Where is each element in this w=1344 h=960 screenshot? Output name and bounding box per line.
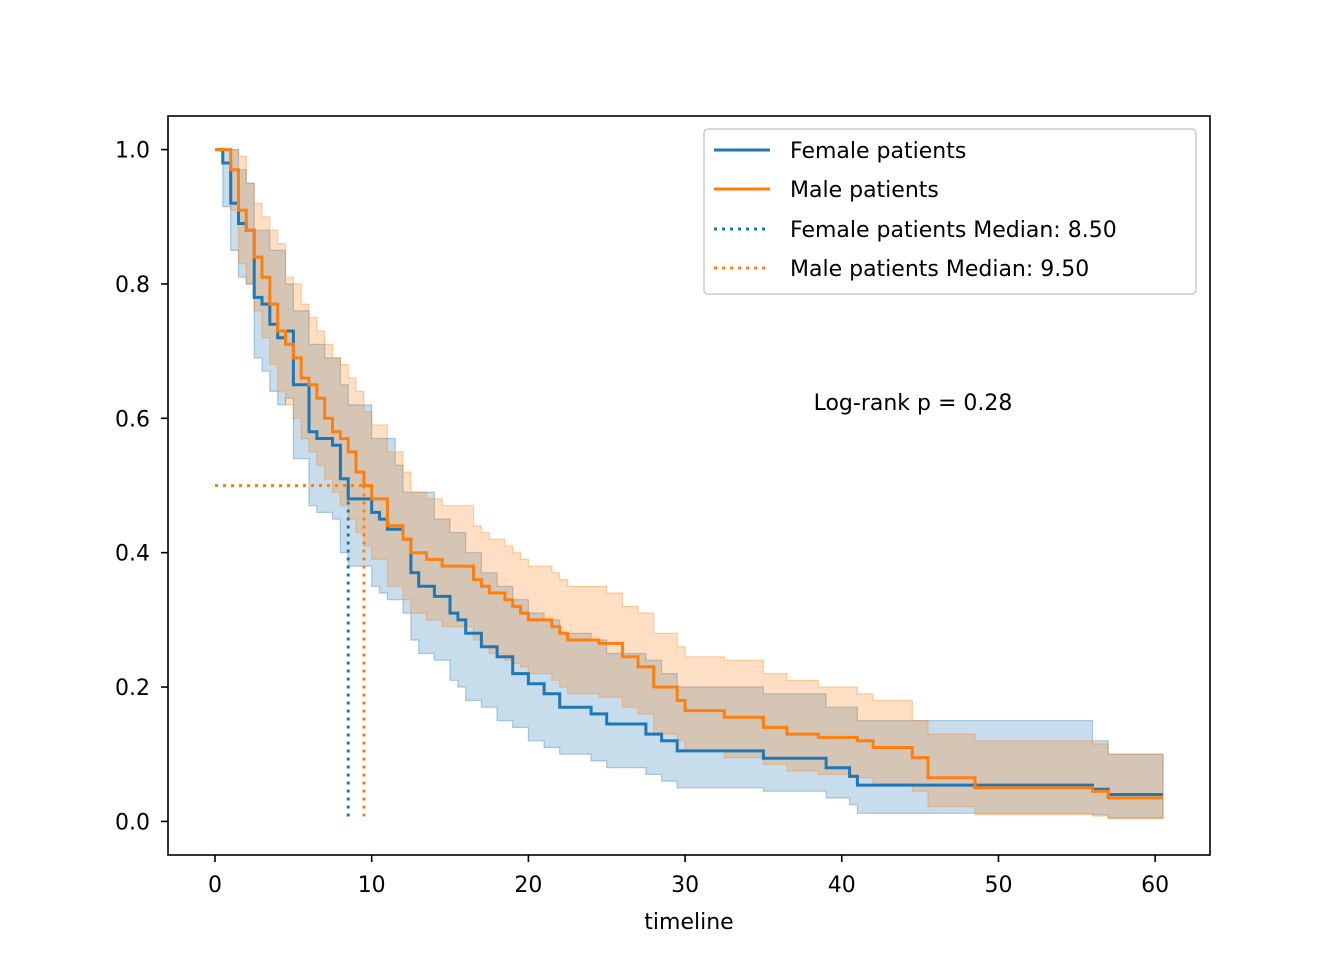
survival-curves <box>215 148 1163 800</box>
x-axis-label: timeline <box>644 910 733 935</box>
ci-band-male-patients <box>215 149 1164 820</box>
legend-entry-male-median: Male patients Median: 9.50 <box>790 257 1089 282</box>
x-tick-label: 50 <box>984 873 1012 898</box>
legend: Female patients Male patients Female pat… <box>703 128 1197 295</box>
y-tick-label: 0.8 <box>115 273 150 298</box>
survival-line-female-patients <box>215 148 1163 796</box>
x-tick-label: 30 <box>671 873 699 898</box>
ci-band-female-patients <box>215 149 1164 819</box>
x-axis-ticks: 0 10 20 30 40 50 60 <box>208 855 1169 898</box>
survival-line-male-patients <box>215 148 1163 800</box>
y-tick-label: 0.2 <box>115 676 150 701</box>
legend-box <box>703 128 1197 295</box>
x-tick-label: 20 <box>514 873 542 898</box>
x-tick-label: 40 <box>828 873 856 898</box>
y-tick-label: 0.0 <box>115 810 150 835</box>
legend-entry-male: Male patients <box>790 178 939 203</box>
y-tick-label: 0.6 <box>115 407 150 432</box>
y-tick-label: 1.0 <box>115 139 150 164</box>
legend-entry-female-median: Female patients Median: 8.50 <box>790 218 1117 243</box>
legend-entry-female: Female patients <box>790 139 966 164</box>
x-tick-label: 0 <box>208 873 222 898</box>
median-lines <box>215 484 366 822</box>
x-tick-label: 10 <box>358 873 386 898</box>
x-tick-label: 60 <box>1141 873 1169 898</box>
y-tick-label: 0.4 <box>115 542 150 567</box>
y-axis-ticks: 0.0 0.2 0.4 0.6 0.8 1.0 <box>115 139 168 835</box>
confidence-bands <box>215 149 1164 820</box>
plot-frame <box>167 115 1211 856</box>
log-rank-annotation: Log-rank p = 0.28 <box>814 391 1013 416</box>
